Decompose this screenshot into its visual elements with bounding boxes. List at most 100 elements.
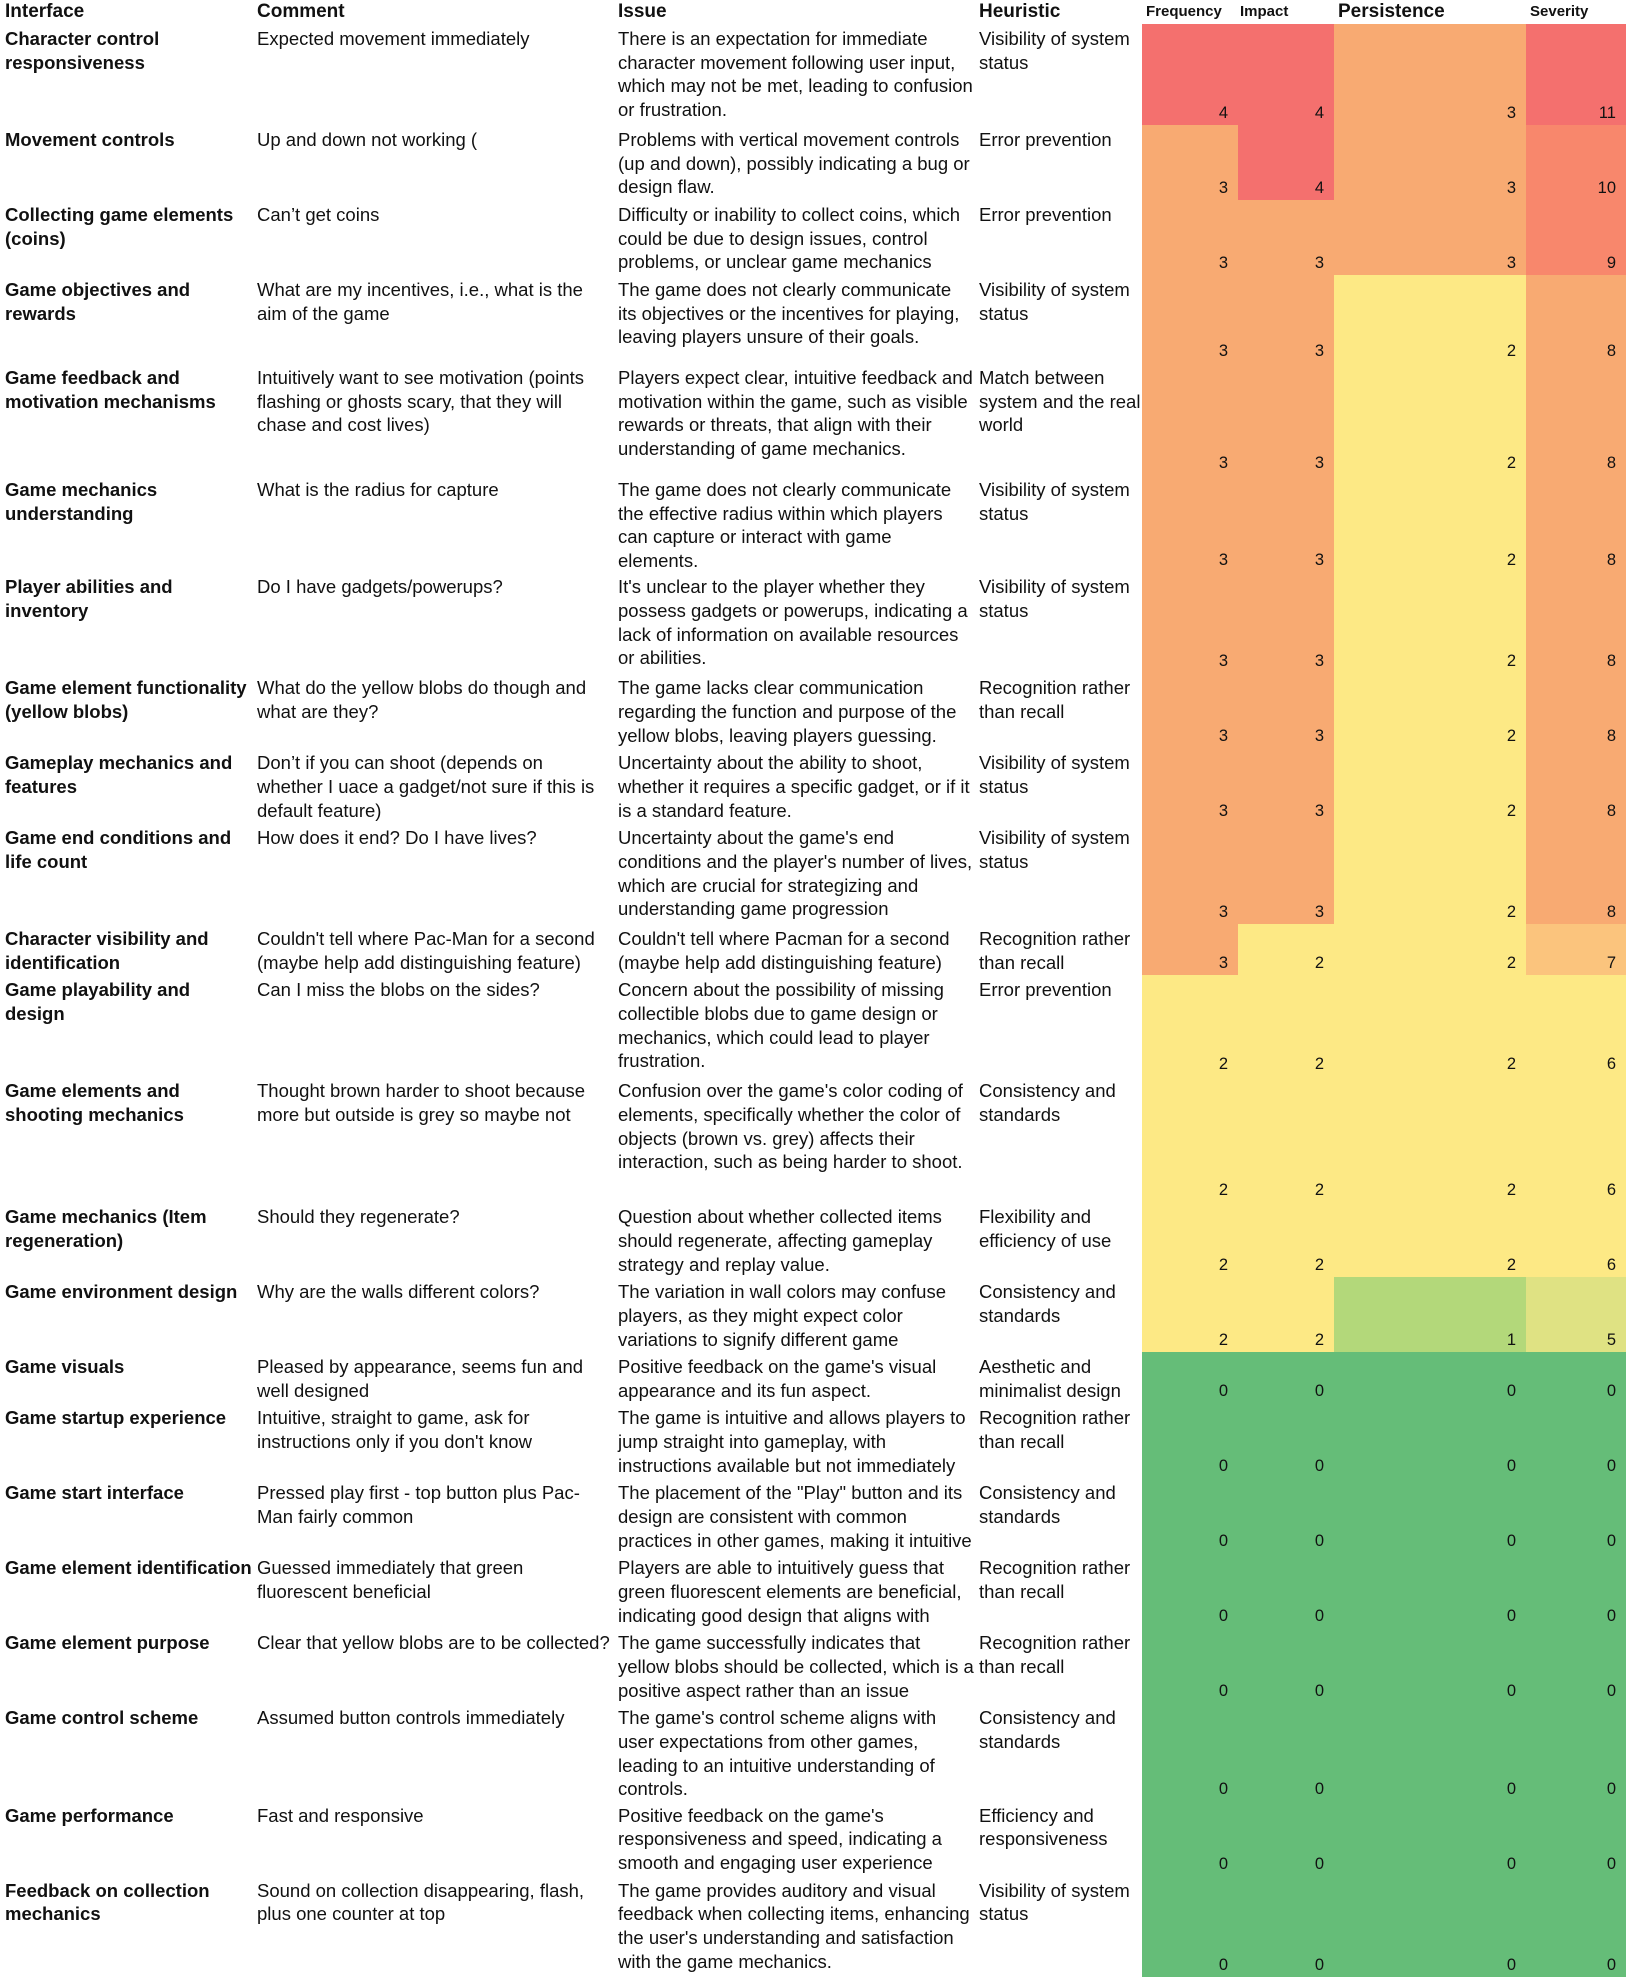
- issue-cell: Players are able to intuitively guess th…: [618, 1557, 962, 1626]
- impact-cell: 3: [1238, 200, 1334, 275]
- persistence-cell: 2: [1334, 924, 1526, 976]
- persistence-cell: 2: [1334, 475, 1526, 573]
- persistence-cell: 0: [1334, 1703, 1526, 1801]
- severity-cell: 0: [1526, 1553, 1626, 1629]
- frequency-cell: 0: [1142, 1553, 1238, 1629]
- header-comment: Comment: [252, 0, 613, 24]
- header-persistence: Persistence: [1334, 0, 1526, 24]
- issue-cell: Uncertainty about the ability to shoot, …: [618, 752, 970, 821]
- impact-cell: 2: [1238, 975, 1334, 1077]
- issue-cell: The game successfully indicates that yel…: [618, 1632, 974, 1701]
- interface-cell: Game elements and shooting mechanics: [5, 1080, 184, 1125]
- persistence-cell: 3: [1334, 200, 1526, 275]
- frequency-cell: 3: [1142, 363, 1238, 475]
- severity-cell: 9: [1526, 200, 1626, 275]
- table-row: Game element purpose Clear that yellow bl…: [0, 1628, 1626, 1704]
- heuristic-cell: Efficiency and responsiveness: [979, 1804, 1108, 1850]
- comment-cell: How does it end? Do I have lives?: [257, 827, 537, 849]
- comment-cell: Can’t get coins: [257, 204, 380, 225]
- header-issue: Issue: [613, 0, 974, 24]
- heuristic-cell: Error prevention: [979, 204, 1112, 225]
- table-row: Movement controls Up and down not working…: [0, 125, 1626, 200]
- issue-cell: The game provides auditory and visual fe…: [618, 1879, 970, 1972]
- persistence-cell: 1: [1334, 1277, 1526, 1353]
- issue-cell: The game's control scheme aligns with us…: [618, 1707, 937, 1800]
- table-row: Player abilities and inventory Do I have …: [0, 572, 1626, 674]
- issue-cell: Positive feedback on the game's visual a…: [618, 1356, 937, 1401]
- impact-cell: 0: [1238, 1478, 1334, 1554]
- severity-cell: 8: [1526, 673, 1626, 749]
- table-row: Game element identification Guessed immed…: [0, 1553, 1626, 1629]
- comment-cell: What is the radius for capture: [257, 479, 499, 500]
- impact-cell: 2: [1238, 1076, 1334, 1203]
- severity-cell: 8: [1526, 823, 1626, 925]
- heuristic-cell: Error prevention: [979, 979, 1112, 1001]
- frequency-cell: 3: [1142, 572, 1238, 674]
- interface-cell: Game startup experience: [5, 1407, 227, 1429]
- impact-cell: 3: [1238, 475, 1334, 573]
- table-row: Game playability and design Can I miss th…: [0, 975, 1626, 1077]
- issue-cell: The variation in wall colors may confuse…: [618, 1281, 947, 1350]
- persistence-cell: 2: [1334, 823, 1526, 925]
- table-row: Character control responsiveness Expected…: [0, 24, 1626, 125]
- interface-cell: Game end conditions and life count: [5, 827, 232, 872]
- comment-cell: Should they regenerate?: [257, 1206, 460, 1228]
- comment-cell: Expected movement immediately: [257, 28, 530, 49]
- frequency-cell: 0: [1142, 1403, 1238, 1479]
- table-row: Game mechanics understanding What is the …: [0, 475, 1626, 573]
- table-row: Game visuals Pleased by appearance, seems…: [0, 1352, 1626, 1404]
- persistence-cell: 2: [1334, 1202, 1526, 1278]
- severity-cell: 0: [1526, 1403, 1626, 1479]
- frequency-cell: 3: [1142, 475, 1238, 573]
- table-row: Game elements and shooting mechanics Thou…: [0, 1076, 1626, 1203]
- interface-cell: Game feedback and motivation mechanisms: [5, 367, 216, 412]
- table-row: Gameplay mechanics and features Don’t if …: [0, 748, 1626, 824]
- severity-cell: 0: [1526, 1800, 1626, 1876]
- impact-cell: 3: [1238, 673, 1334, 749]
- impact-cell: 2: [1238, 1277, 1334, 1353]
- frequency-cell: 2: [1142, 1076, 1238, 1203]
- severity-cell: 7: [1526, 924, 1626, 976]
- frequency-cell: 0: [1142, 1628, 1238, 1704]
- severity-cell: 8: [1526, 572, 1626, 674]
- comment-cell: Fast and responsive: [257, 1804, 424, 1826]
- table-row: Game objectives and rewards What are my i…: [0, 275, 1626, 363]
- header-heuristic: Heuristic: [974, 0, 1142, 24]
- interface-cell: Game playability and design: [5, 979, 191, 1024]
- frequency-cell: 3: [1142, 673, 1238, 749]
- severity-cell: 6: [1526, 1202, 1626, 1278]
- interface-cell: Game environment design: [5, 1281, 238, 1303]
- table-row: Game environment design Why are the walls…: [0, 1277, 1626, 1353]
- interface-cell: Collecting game elements (coins): [5, 204, 234, 249]
- frequency-cell: 3: [1142, 200, 1238, 275]
- table-row: Collecting game elements (coins) Can’t ge…: [0, 200, 1626, 275]
- interface-cell: Game element purpose: [5, 1632, 210, 1654]
- comment-cell: What do the yellow blobs do though and w…: [257, 677, 587, 722]
- issue-cell: Players expect clear, intuitive feedback…: [618, 367, 973, 459]
- impact-cell: 0: [1238, 1628, 1334, 1704]
- heuristic-cell: Consistency and standards: [979, 1281, 1116, 1326]
- table-row: Feedback on collection mechanics Sound on…: [0, 1875, 1626, 1977]
- frequency-cell: 3: [1142, 924, 1238, 976]
- persistence-cell: 2: [1334, 673, 1526, 749]
- severity-cell: 10: [1526, 125, 1626, 200]
- comment-cell: Assumed button controls immediately: [257, 1707, 565, 1729]
- frequency-cell: 3: [1142, 125, 1238, 200]
- heuristic-cell: Recognition rather than recall: [979, 1632, 1131, 1677]
- impact-cell: 3: [1238, 363, 1334, 475]
- severity-cell: 8: [1526, 363, 1626, 475]
- heuristic-cell: Visibility of system status: [979, 576, 1130, 621]
- comment-cell: Pleased by appearance, seems fun and wel…: [257, 1356, 584, 1401]
- severity-cell: 6: [1526, 1076, 1626, 1203]
- severity-cell: 8: [1526, 475, 1626, 573]
- issue-cell: Question about whether collected items s…: [618, 1206, 942, 1275]
- persistence-cell: 0: [1334, 1403, 1526, 1479]
- impact-cell: 4: [1238, 125, 1334, 200]
- severity-cell: 0: [1526, 1875, 1626, 1977]
- interface-cell: Movement controls: [5, 129, 175, 150]
- interface-cell: Game objectives and rewards: [5, 279, 191, 324]
- heuristic-cell: Recognition rather than recall: [979, 1557, 1131, 1602]
- impact-cell: 3: [1238, 748, 1334, 824]
- persistence-cell: 3: [1334, 24, 1526, 125]
